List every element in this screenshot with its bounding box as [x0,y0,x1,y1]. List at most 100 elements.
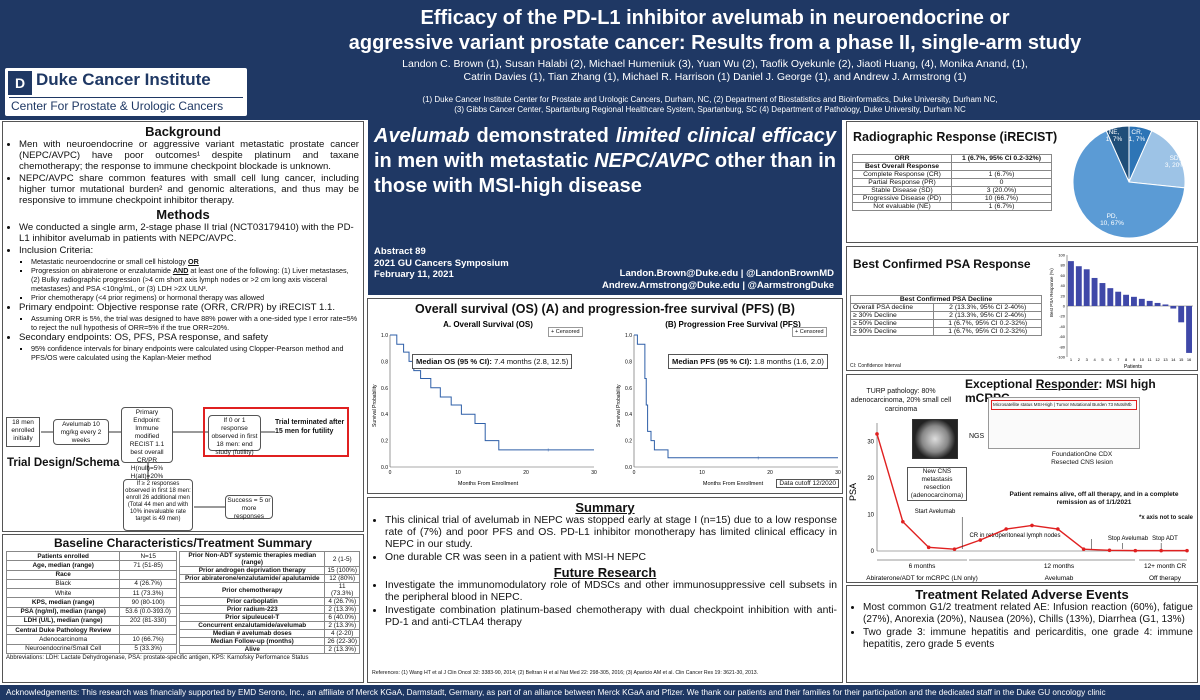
poster-header: Efficacy of the PD-L1 inhibitor avelumab… [0,0,1200,120]
table-cell: Neuroendocrine/Small Cell [5,643,121,655]
psa-point [1159,548,1163,553]
success-box: Success = 5 or more responses [225,495,273,520]
psa-bar [1091,277,1098,306]
list-item: Investigate combination platinum-based c… [385,605,837,629]
table-row: ≥ 50% Decline 1 (6.7%, 95% CI 0.2-32%) [849,319,1042,328]
table-cell: ≥ 30% Decline [849,311,935,320]
references: References: (1) Wang HT et al J Clin Onc… [372,670,759,676]
km-y-tick: 1.0 [625,333,632,339]
seg3-bottom: Off therapy [1149,575,1182,582]
turp-note: TURP pathology: 80% adenocarcinoma, 20% … [850,388,952,413]
list-item: Two grade 3: immune hepatitis and perica… [863,627,1193,651]
table-cell: 1 (6.7%, 95% CI 0.2-32%) [933,327,1042,336]
psa-table: Best Confirmed PSA Decline Overall PSA de… [849,295,1042,336]
psa-bar [1099,283,1106,306]
psa-x-tick: 6 [1109,357,1112,362]
table-row: Prior sipuleucel-T 6 (40.0%) [179,613,360,622]
psa-x-tick: 11 [1148,357,1153,362]
psa-x-tick: 12 [1155,357,1160,362]
table-row: Prior androgen deprivation therapy 15 (10… [179,566,360,575]
table-cell: ≥ 90% Decline [849,327,935,336]
psa-point [978,538,983,542]
km-x-tick: 0 [633,470,636,476]
remission-note: Patient remains alive, off all therapy, … [1009,491,1179,506]
psa-bar [1146,300,1153,306]
km-y-tick: 0.6 [381,386,388,392]
table-row: Neuroendocrine/Small Cell 5 (33.3%) [5,643,178,655]
table-row: Prior carboplatin 4 (26.7%) [179,597,360,606]
list-item: Men with neuroendocrine or aggressive va… [19,139,359,172]
dose-box: Avelumab 10 mg/kg every 2 weeks [53,419,109,445]
table-cell: Central Duke Pathology Review [5,625,121,636]
psa-bar [1154,302,1161,306]
table-row: PSA (ng/ml), median (range) 53.6 (0.0-393… [5,606,178,617]
os-ylabel: Survival Probability [372,384,378,427]
table-cell: Median Follow-up (months) [179,637,326,646]
table-row: KPS, median (range) 90 (80-100) [5,597,178,608]
table-row: Age, median (range) 71 (51-85) [5,560,178,571]
table-cell: LDH (U/L), median (range) [5,615,121,627]
future-heading: Future Research [553,565,657,580]
table-row: Prior radium-223 2 (13.3%) [179,605,360,614]
list-item: Investigate the immunomodulatory role of… [385,580,837,604]
km-y-tick: 0.4 [381,412,388,418]
psa-bar [1162,304,1169,306]
baseline-table-left: Patients enrolled N=15 Age, median (range)… [5,550,178,655]
table-row: Patients enrolled N=15 [5,550,178,562]
table-cell: 10 (66.7%) [951,194,1052,203]
table-cell: Adenocarcinoma [5,634,121,645]
table-row: Overall PSA decline 2 (13.3%, 95% CI 2-40… [849,303,1042,312]
baseline-panel: Baseline Characteristics/Treatment Summa… [2,534,364,683]
table-cell: Prior chemotherapy [179,582,326,598]
table-cell: 53.6 (0.0-393.0) [119,606,178,617]
psa-point [875,432,879,436]
psa-point [1081,547,1086,551]
psa-bar [1178,306,1185,323]
psa-x-tick: 9 [1133,357,1136,362]
pie-label-pd: PD, 10, 67% [1100,213,1124,227]
table-cell: 1 (6.7%) [951,170,1052,179]
table-cell: 4 (26.7%) [119,578,178,590]
genomic-report: Microsatellite status MSI-High | Tumor M… [988,397,1140,449]
survival-panel: Overall survival (OS) (A) and progressio… [367,298,843,494]
list-item: NEPC/AVPC share common features with sma… [19,173,359,206]
table-cell: Prior radium-223 [179,605,326,614]
table-row: LDH (U/L), median (range) 202 (81-330) [5,615,178,627]
brain-mri-image [912,419,958,459]
pie-slice-sd [1128,130,1186,189]
pie-label-sd: SD, 3, 20% [1165,155,1185,169]
os-plot: 0 10 20 30 0.0 0.2 0.4 0.6 0.8 1.0 + [381,333,597,476]
psa-panel: Best Confirmed PSA Response Best Confirm… [846,246,1198,371]
km-y-tick: 0.8 [625,359,632,365]
table-cell: 202 (81-330) [119,615,178,627]
radiographic-table: ORR 1 (6.7%, 95% CI 0.2-32%) Best Overall … [851,154,1052,211]
km-y-tick: 0.8 [381,359,388,365]
table-cell: 6 (40.0%) [324,613,360,622]
table-cell: 2 (1-5) [324,551,360,567]
table-row: ≥ 30% Decline 2 (13.3%, 95% CI 2-40%) [849,311,1042,320]
table-row: White 11 (73.3%) [5,588,178,599]
psa-y-tick: 80 [1061,263,1066,268]
psa-bar [1083,269,1090,306]
list-item: Primary endpoint: Objective response rat… [19,302,359,313]
psa-x-tick: 15 [1179,357,1184,362]
psa-y-tick: -100 [1057,355,1066,360]
table-cell: Prior abiraterone/enzalutamide/ apalutam… [179,574,326,583]
list-item: We conducted a single arm, 2-stage phase… [19,222,359,244]
resp-y-tick: 0 [871,549,875,555]
table-cell: Median # avelumab doses [179,629,326,638]
table-cell: Stable Disease (SD) [851,186,953,195]
psa-bar [1170,306,1177,309]
resp-y-tick: 30 [867,439,874,445]
km-y-tick: 0.0 [381,465,388,471]
seg1-bottom: Abiraterone/ADT for mCRPC (LN only) [866,575,978,582]
stop-adt-label: Stop ADT [1152,536,1178,542]
pie-label-cr: CR, 1, 7% [1129,129,1146,143]
table-cell: 1 (6.7%, 95% CI 0.2-32%) [933,319,1042,328]
table-cell: 0 [951,178,1052,187]
table-cell: 2 (13.3%) [324,605,360,614]
table-cell [951,162,1052,171]
psa-y-tick: 20 [1061,293,1066,298]
psa-y-tick: 100 [1058,253,1065,258]
km-x-tick: 10 [699,470,705,476]
